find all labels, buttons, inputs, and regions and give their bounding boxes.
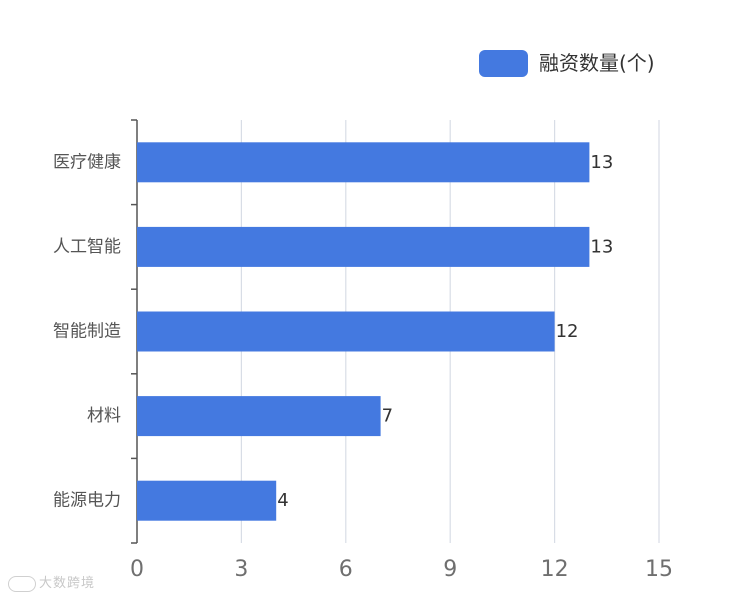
x-tick-label: 12	[541, 557, 569, 582]
y-axis	[131, 119, 138, 544]
value-label: 13	[590, 152, 613, 173]
value-labels: 13 13 12 7 4	[277, 152, 613, 511]
value-label: 13	[590, 236, 613, 257]
category-label: 人工智能	[53, 237, 121, 257]
legend-swatch	[479, 50, 528, 77]
x-tick-label: 9	[443, 557, 457, 582]
category-label: 医疗健康	[53, 152, 121, 172]
category-label: 材料	[87, 406, 121, 426]
watermark: 大数跨境	[8, 572, 95, 592]
bar-3	[137, 311, 555, 352]
x-tick-label: 3	[234, 557, 248, 582]
x-tick-label: 15	[645, 557, 673, 582]
value-label: 4	[277, 490, 288, 511]
bars	[137, 142, 590, 521]
bar-1	[137, 142, 590, 183]
x-tick-label: 6	[339, 557, 353, 582]
bar-5	[137, 480, 277, 521]
value-label: 7	[382, 406, 393, 427]
legend: 融资数量(个)	[479, 50, 655, 77]
bar-2	[137, 226, 590, 267]
bar-4	[137, 396, 381, 437]
x-tick-label: 0	[130, 557, 144, 582]
watermark-text: 大数跨境	[39, 576, 96, 591]
x-tick-labels: 0 3 6 9 12 15	[130, 557, 673, 582]
legend-label: 融资数量(个)	[539, 51, 655, 75]
value-label: 12	[556, 321, 579, 342]
category-label: 能源电力	[53, 491, 121, 511]
category-label: 智能制造	[53, 322, 121, 342]
kite-logo-icon	[8, 575, 36, 592]
